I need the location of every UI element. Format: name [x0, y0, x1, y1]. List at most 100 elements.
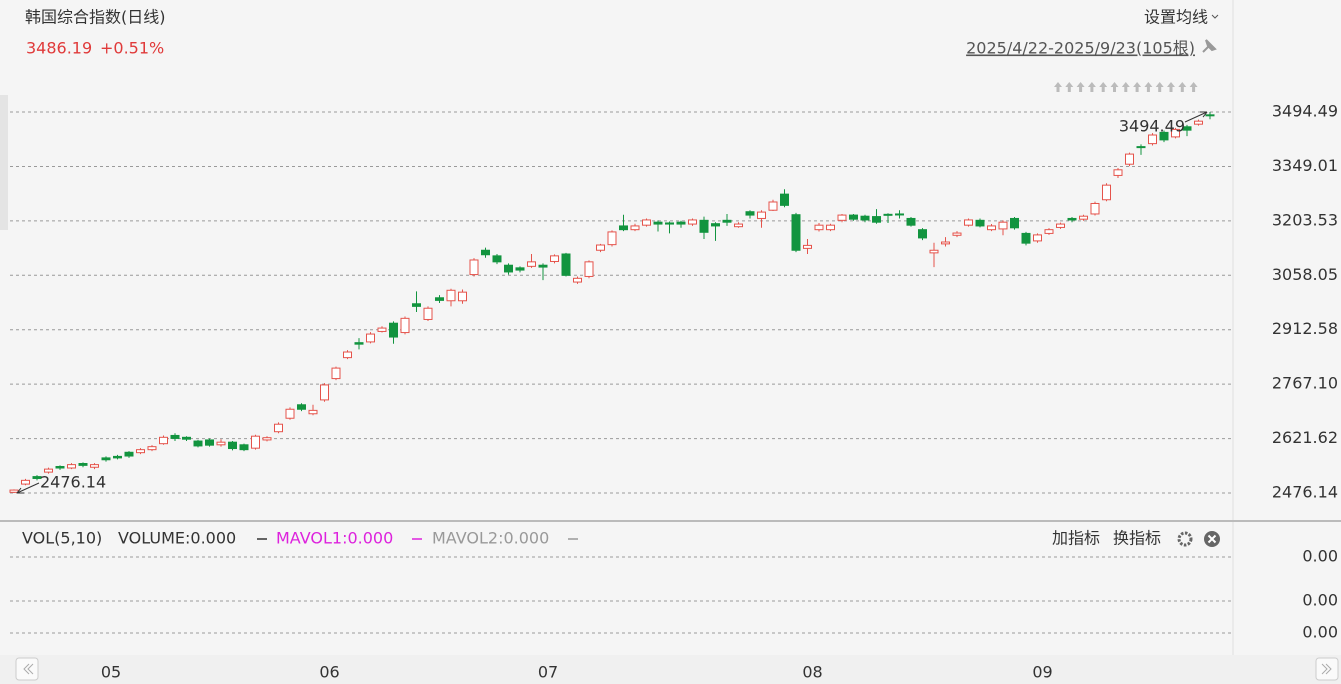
candle-body	[147, 446, 157, 451]
y-tick-label: 2912.58	[1272, 319, 1338, 338]
candle-body	[837, 214, 847, 221]
signal-arrows	[1054, 82, 1198, 92]
candle-body	[699, 219, 709, 233]
chart-title: 韩国综合指数(日线)	[25, 8, 166, 27]
candle-body	[193, 440, 203, 447]
x-tick-label: 09	[1032, 663, 1052, 682]
candle-body	[481, 249, 490, 256]
candle-body	[366, 333, 375, 343]
candle-body	[124, 451, 134, 457]
candle-body	[1113, 169, 1123, 176]
x-tick-label: 05	[101, 663, 121, 682]
candle-body	[297, 404, 306, 410]
settings-icon[interactable]	[1177, 531, 1193, 547]
volume-title: VOL(5,10)	[22, 529, 102, 548]
y-tick-label: 3058.05	[1272, 265, 1338, 284]
candle-body	[389, 322, 398, 338]
candle-body	[642, 219, 651, 226]
candle-body	[906, 217, 916, 226]
x-tick-label: 06	[319, 663, 339, 682]
candle-body	[814, 224, 824, 231]
up-arrow-icon	[1133, 82, 1142, 92]
candle-body	[1205, 114, 1215, 117]
candle-body	[469, 259, 479, 276]
candle-body	[1136, 146, 1146, 149]
ma-button[interactable]: 设置均线	[1144, 8, 1208, 27]
candle-body	[458, 291, 467, 302]
candle-body	[768, 201, 778, 211]
up-arrow-icon	[1144, 82, 1153, 92]
indicator-button[interactable]: 加指标	[1052, 529, 1100, 548]
close-icon-x[interactable]	[1207, 534, 1217, 544]
candle-body	[1159, 131, 1169, 141]
candle-body	[182, 436, 191, 440]
candle-body	[262, 437, 272, 441]
scroll-left[interactable]	[15, 657, 39, 681]
candle-body	[9, 489, 19, 493]
candle-body	[159, 436, 168, 445]
candle-body	[113, 455, 122, 459]
up-arrow-icon	[1065, 82, 1074, 92]
candle-body	[492, 255, 502, 263]
candle-body	[711, 223, 720, 227]
candle-body	[665, 222, 674, 225]
candle-body	[745, 211, 755, 216]
candle-body	[44, 468, 53, 473]
candle-body	[216, 441, 226, 446]
scroll-left-icon[interactable]	[23, 663, 34, 675]
candle-body	[849, 214, 858, 220]
candle-body	[975, 219, 985, 227]
range-label[interactable]: 2025/4/22-2025/9/23(105根)	[966, 39, 1195, 58]
candle-body	[573, 277, 582, 283]
candle-body	[619, 225, 628, 231]
candle-body	[883, 213, 893, 216]
candle-body	[1010, 217, 1019, 229]
candle-body	[1056, 223, 1065, 228]
candle-body	[676, 221, 686, 225]
side-strip	[0, 95, 8, 230]
candle-body	[32, 476, 42, 479]
candle-body	[1033, 234, 1042, 242]
indicator-button[interactable]: 换指标	[1113, 529, 1161, 548]
candle-body	[918, 229, 927, 239]
scroll-bar	[0, 655, 1341, 684]
candle-body	[1182, 126, 1192, 131]
up-arrow-icon	[1054, 82, 1062, 92]
candle-body	[987, 225, 996, 231]
candle-body	[1125, 153, 1134, 165]
volume-legend: MAVOL2:0.000	[432, 529, 549, 548]
y-tick-label: 3349.01	[1272, 156, 1338, 175]
max-arrow	[1184, 111, 1208, 123]
candle-body	[757, 211, 766, 219]
y-tick-label: 3203.53	[1272, 210, 1338, 229]
scroll-right-icon[interactable]	[1321, 663, 1332, 675]
candle-body	[78, 463, 88, 466]
candle-body	[21, 479, 30, 485]
candle-body	[90, 464, 99, 468]
volume-tick-label: 0.00	[1302, 623, 1338, 642]
candle-body	[1067, 217, 1077, 221]
x-tick-label: 08	[802, 663, 822, 682]
candle-body	[251, 435, 260, 449]
max-arrow-head	[1200, 111, 1208, 118]
candle-body	[1102, 184, 1111, 201]
candle-body	[285, 408, 295, 419]
up-arrow-icon	[1087, 82, 1096, 92]
candle-body	[1079, 215, 1088, 220]
pin-icon[interactable]	[1202, 39, 1217, 53]
dropdown-icon[interactable]	[1211, 14, 1219, 19]
volume-tick-label: 0.00	[1302, 591, 1338, 610]
candle-body	[354, 342, 364, 345]
candle-body	[1171, 128, 1180, 138]
candle-body	[538, 264, 548, 268]
candle-body	[550, 255, 559, 262]
up-arrow-icon	[1076, 82, 1085, 92]
candle-body	[527, 261, 536, 267]
candle-body	[343, 351, 352, 359]
volume-legend: MAVOL1:0.000	[276, 529, 393, 548]
up-arrow-icon	[1189, 82, 1198, 92]
up-arrow-icon	[1178, 82, 1187, 92]
